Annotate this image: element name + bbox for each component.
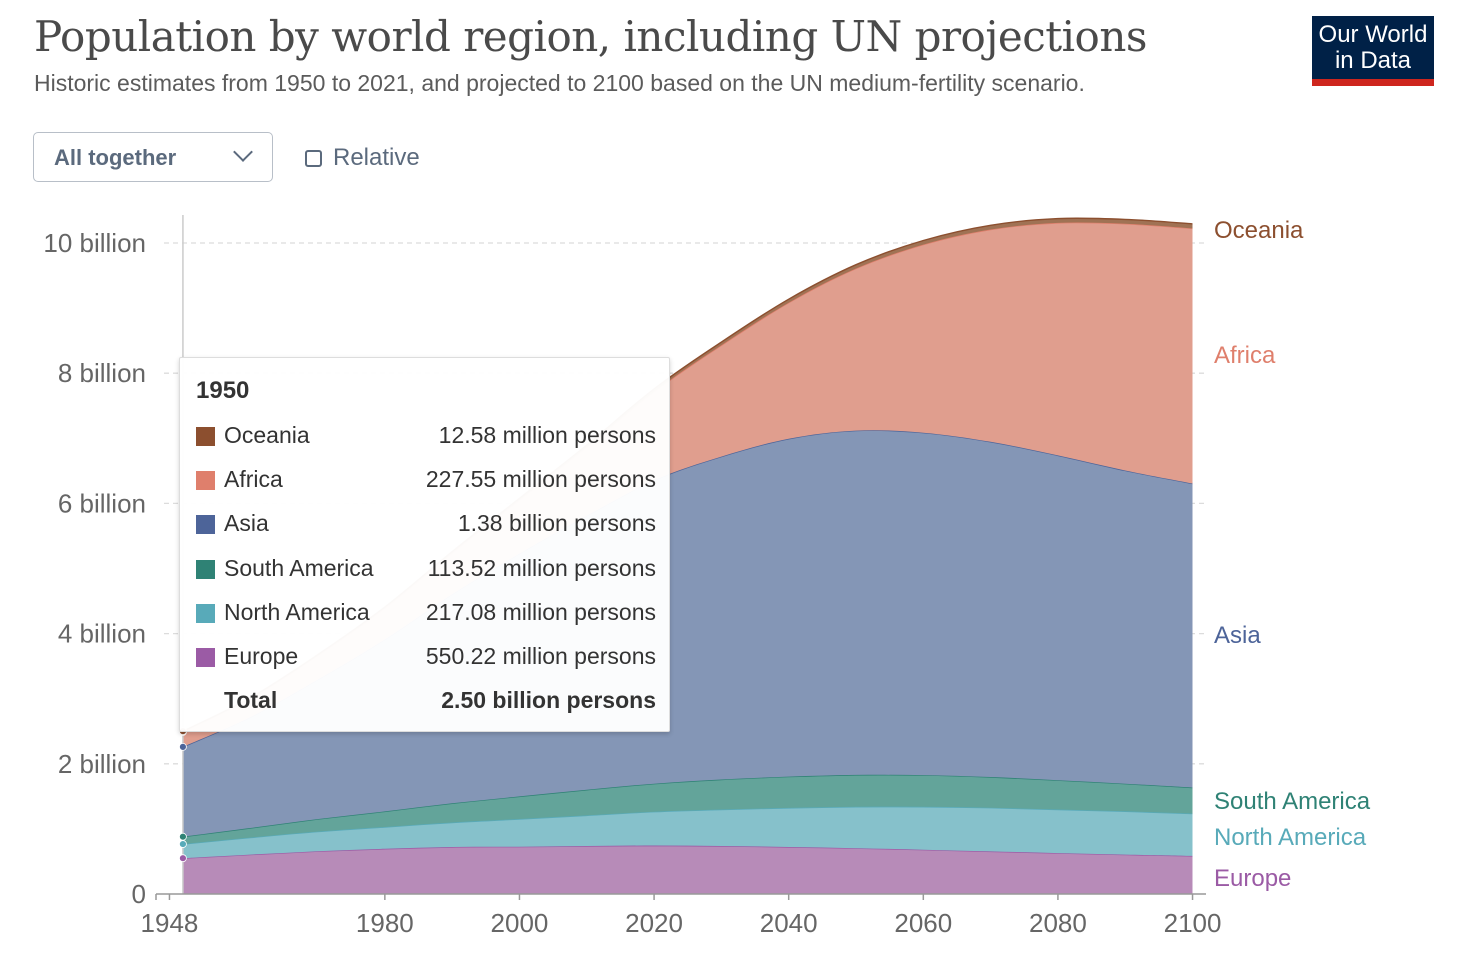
chart-title: Population by world region, including UN…	[34, 12, 1147, 61]
tooltip-row-name: Asia	[224, 510, 269, 536]
x-tick-label: 2040	[760, 908, 818, 938]
tooltip-row-value: 12.58 million persons	[438, 422, 656, 448]
tooltip-swatch	[196, 648, 215, 667]
x-tick-label: 1948	[141, 908, 199, 938]
relative-label: Relative	[333, 144, 420, 171]
tooltip-row-asia: Asia 1.38 billion persons	[196, 510, 656, 540]
tooltip-total-label: Total	[224, 687, 278, 713]
x-tick-label: 2020	[625, 908, 683, 938]
x-tick-label: 2000	[491, 908, 549, 938]
series-label-south-america: South America	[1214, 788, 1371, 815]
tooltip-row-name: Europe	[224, 643, 299, 669]
x-tick-label: 1980	[356, 908, 414, 938]
tooltip-swatch	[196, 427, 215, 446]
tooltip-row-north-america: North America 217.08 million persons	[196, 599, 656, 629]
stack-mode-dropdown[interactable]: All together	[33, 132, 273, 182]
hover-point	[179, 742, 187, 751]
tooltip-row-value: 217.08 million persons	[425, 599, 656, 625]
series-label-asia: Asia	[1214, 622, 1261, 649]
tooltip-row-oceania: Oceania 12.58 million persons	[196, 422, 656, 452]
tooltip-row-name: Africa	[224, 466, 283, 492]
y-tick-label: 4 billion	[58, 619, 146, 649]
tooltip-year: 1950	[196, 377, 250, 404]
tooltip-row-south-america: South America 113.52 million persons	[196, 555, 656, 585]
logo-red-bar	[1312, 79, 1434, 86]
tooltip-row-name: Oceania	[224, 422, 310, 448]
logo-line-1: Our World	[1318, 21, 1428, 48]
hover-point	[179, 854, 187, 863]
relative-toggle[interactable]: Relative	[305, 143, 420, 173]
x-tick-label: 2100	[1164, 908, 1222, 938]
tooltip-total-value: 2.50 billion persons	[441, 687, 656, 713]
chart-subtitle: Historic estimates from 1950 to 2021, an…	[34, 70, 1085, 96]
area-europe[interactable]	[182, 845, 1193, 895]
owid-logo[interactable]: Our World in Data	[1312, 16, 1434, 86]
dropdown-label: All together	[54, 145, 177, 170]
hover-point	[179, 840, 187, 848]
line-north-america	[182, 805, 1193, 845]
tooltip-row-value: 227.55 million persons	[425, 466, 656, 492]
line-europe	[182, 844, 1193, 859]
series-label-africa: Africa	[1214, 342, 1276, 369]
area-south-america[interactable]	[182, 774, 1193, 845]
area-asia[interactable]	[182, 430, 1193, 837]
y-tick-label: 6 billion	[58, 488, 146, 518]
series-label-north-america: North America	[1214, 824, 1367, 851]
relative-checkbox[interactable]	[305, 149, 322, 167]
tooltip-row-name: South America	[224, 555, 374, 581]
area-north-america[interactable]	[182, 806, 1193, 859]
tooltip-swatch	[196, 471, 215, 490]
x-tick-label: 2080	[1029, 908, 1087, 938]
tooltip-row-value: 550.22 million persons	[425, 643, 656, 669]
tooltip-row-value: 1.38 billion persons	[457, 510, 656, 536]
series-label-oceania: Oceania	[1214, 217, 1304, 244]
tooltip-swatch	[196, 560, 215, 579]
tooltip-row-value: 113.52 million persons	[427, 555, 656, 581]
y-tick-label: 8 billion	[58, 358, 146, 388]
x-tick-label: 2060	[894, 908, 952, 938]
tooltip-swatch	[196, 515, 215, 534]
tooltip: 1950 Oceania 12.58 million persons Afric…	[179, 357, 670, 732]
y-tick-label: 2 billion	[58, 749, 146, 779]
tooltip-swatch	[196, 604, 215, 623]
hover-point	[179, 832, 187, 841]
tooltip-row-total: Total 2.50 billion persons	[196, 687, 656, 717]
logo-line-2: in Data	[1334, 47, 1412, 74]
line-south-america	[182, 774, 1193, 838]
series-label-europe: Europe	[1214, 865, 1291, 892]
tooltip-row-name: North America	[224, 599, 370, 625]
y-tick-label: 0	[132, 879, 146, 909]
y-tick-label: 10 billion	[43, 228, 146, 258]
area-africa[interactable]	[182, 222, 1193, 747]
tooltip-row-europe: Europe 550.22 million persons	[196, 643, 656, 673]
tooltip-row-africa: Africa 227.55 million persons	[196, 466, 656, 496]
